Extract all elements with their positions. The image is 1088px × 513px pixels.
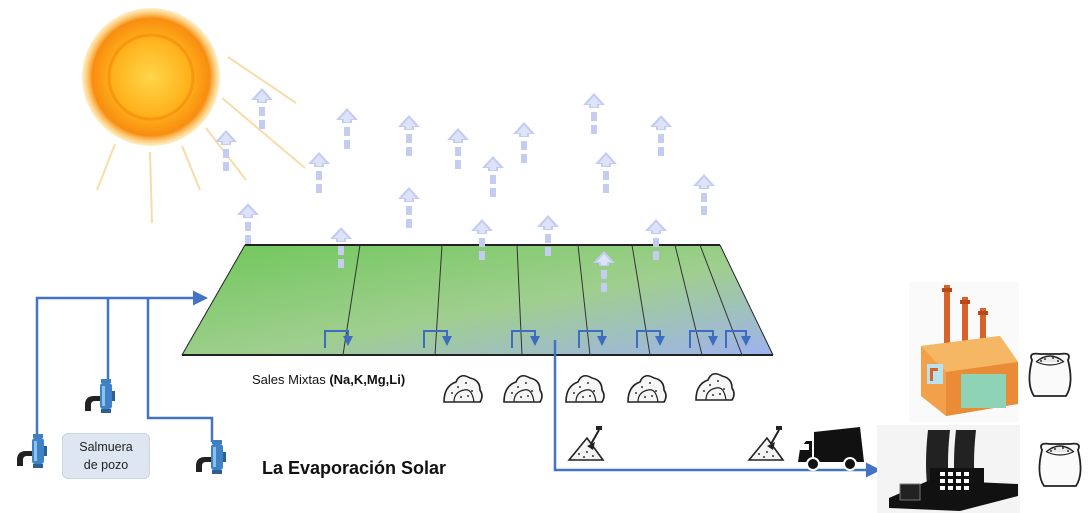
brine-label-line2: de pozo [83,458,129,472]
dump-truck-icon [798,427,864,471]
diagram-title: La Evaporación Solar [262,458,447,478]
salt-pile-icon [443,372,735,403]
salt-sack-icon [1028,352,1082,487]
brine-label-line1: Salmuera [79,440,133,454]
mixed-salts-text: Sales Mixtas [252,372,326,387]
mixed-salts-elements: (Na,K,Mg,Li) [329,372,406,387]
power-plant-icon [877,425,1020,513]
shovel-icon [568,425,784,461]
mixed-salts-label: Sales Mixtas (Na,K,Mg,Li) [252,372,405,387]
evaporation-pond [181,244,774,356]
factory-icon [909,282,1019,422]
brine-pipes [35,290,881,478]
brine-well-label: Salmuera de pozo [62,433,150,479]
sun-icon [82,8,306,224]
